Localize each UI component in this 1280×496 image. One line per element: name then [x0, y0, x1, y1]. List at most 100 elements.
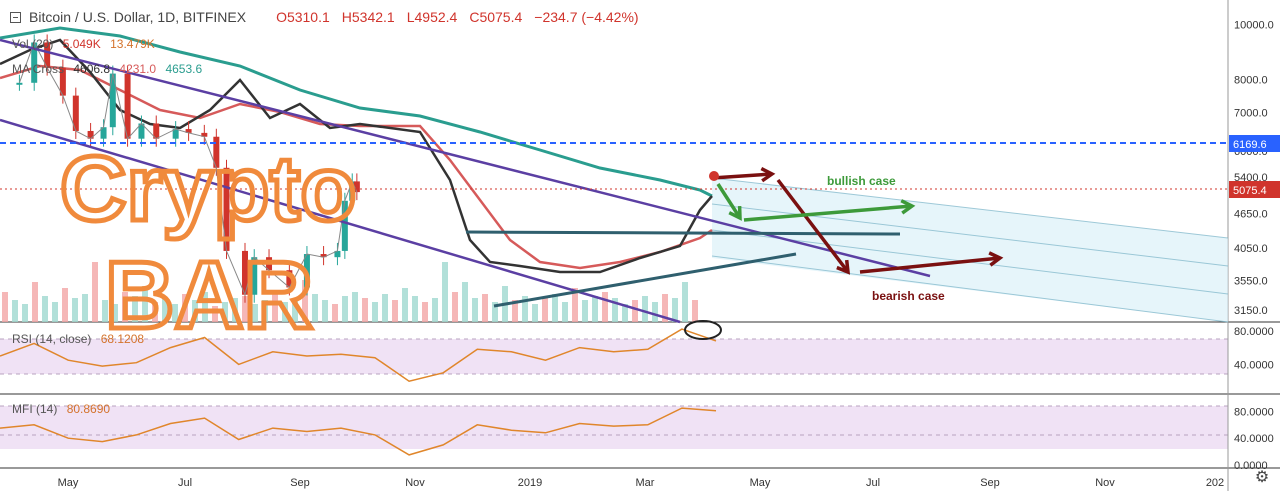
volume-bar [112, 304, 118, 322]
price-candle [109, 73, 116, 128]
price-candle [124, 73, 131, 139]
resistance-price-label: 6169.6 [1233, 139, 1267, 151]
time-tick-label: 202 [1206, 477, 1224, 489]
volume-bar [232, 298, 238, 322]
price-candle [16, 82, 23, 85]
volume-bar [42, 296, 48, 322]
price-candle [353, 181, 360, 193]
volume-value-1: 5.049K [62, 37, 101, 51]
volume-bar [382, 294, 388, 322]
rsi-label: RSI (14, close) [12, 332, 92, 346]
volume-bar [612, 298, 618, 322]
volume-bar [312, 294, 318, 322]
price-candle [44, 42, 51, 68]
volume-bar [252, 304, 258, 322]
price-candle [100, 127, 107, 139]
volume-bar [102, 300, 108, 322]
volume-bar [622, 304, 628, 322]
volume-bar [672, 298, 678, 322]
volume-bar [62, 288, 68, 322]
price-candle [320, 254, 327, 258]
volume-bar [212, 306, 218, 322]
price-candle [251, 257, 258, 295]
mfi-value: 80.8690 [66, 402, 111, 416]
volume-bar [282, 302, 288, 322]
resistance-price-tag [1229, 135, 1280, 152]
price-tick-label: 3550.0 [1234, 275, 1268, 287]
volume-bar [222, 302, 228, 322]
volume-bar [662, 294, 668, 322]
mfi-tick-label: 40.0000 [1234, 433, 1274, 445]
volume-legend[interactable]: Vol (20) 5.049K 13.479K [12, 37, 155, 51]
price-candle [341, 200, 348, 251]
bearish-arrow-2 [776, 178, 850, 274]
time-tick-label: 2019 [518, 477, 542, 489]
forecast-channel-line [711, 255, 1229, 323]
mfi-tick-label: 0.0000 [1234, 460, 1268, 472]
volume-bar [262, 300, 268, 322]
time-tick-label: Sep [290, 477, 310, 489]
price-candle [153, 123, 160, 139]
rsi-line [0, 328, 717, 383]
volume-label: Vol (20) [12, 37, 54, 51]
bearish-arrow-3 [859, 256, 1001, 274]
volume-bar [552, 294, 558, 322]
volume-bar [332, 304, 338, 322]
volume-bar [602, 292, 608, 322]
ma-cross-label: MA Cross [12, 62, 65, 76]
price-candle [72, 95, 79, 131]
volume-bar [512, 300, 518, 322]
volume-bar [192, 300, 198, 322]
watermark-line-2: BAR [105, 242, 313, 349]
rsi-legend[interactable]: RSI (14, close) 68.1208 [12, 332, 144, 346]
time-tick-label: Nov [405, 477, 425, 489]
price-candle [241, 250, 248, 295]
volume-value-2: 13.479K [110, 37, 155, 51]
volume-bar [692, 300, 698, 322]
forecast-channel-line [711, 177, 1229, 239]
bearish-arrow-1-head [760, 166, 776, 183]
time-tick-label: May [750, 477, 771, 489]
rsi-value: 68.1208 [100, 332, 145, 346]
volume-bar [132, 296, 138, 322]
horizontal-resistance-line [465, 230, 901, 236]
price-tick-label: 4050.0 [1234, 243, 1268, 255]
volume-bar [22, 304, 28, 322]
volume-bar [582, 300, 588, 322]
price-candle [266, 257, 273, 271]
bearish-arrow-1 [711, 172, 773, 180]
volume-bar [432, 298, 438, 322]
volume-bar [532, 304, 538, 322]
price-candle [59, 67, 66, 96]
bullish-arrow-1 [716, 183, 742, 219]
price-candle [138, 123, 145, 139]
volume-bar [362, 298, 368, 322]
mfi-legend[interactable]: MFI (14) 80.8690 [12, 402, 110, 416]
time-tick-label: Jul [178, 477, 192, 489]
volume-bar [422, 302, 428, 322]
bullish-arrow-2-head [900, 199, 916, 215]
price-candle [185, 129, 192, 133]
volume-bar [652, 302, 658, 322]
volume-bar [632, 300, 638, 322]
volume-bar [442, 262, 448, 322]
volume-bar [562, 302, 568, 322]
volume-bar [462, 282, 468, 322]
price-candle [201, 132, 208, 137]
price-tick-label: 7000.0 [1234, 108, 1268, 120]
bearish-case-label: bearish case [872, 289, 945, 303]
volume-bar [152, 302, 158, 322]
volume-bar [12, 300, 18, 322]
volume-bar [242, 296, 248, 322]
mfi-band [0, 406, 1228, 449]
settings-gear-icon[interactable]: ⚙ [1254, 469, 1270, 486]
volume-bar [182, 294, 188, 322]
ma-cross-legend[interactable]: MA Cross 4606.8 4231.0 4653.6 [12, 62, 202, 76]
price-tick-label: 4650.0 [1234, 209, 1268, 221]
volume-bar [162, 298, 168, 322]
price-candle [303, 254, 310, 288]
volume-bar [642, 296, 648, 322]
price-candle [286, 270, 293, 288]
